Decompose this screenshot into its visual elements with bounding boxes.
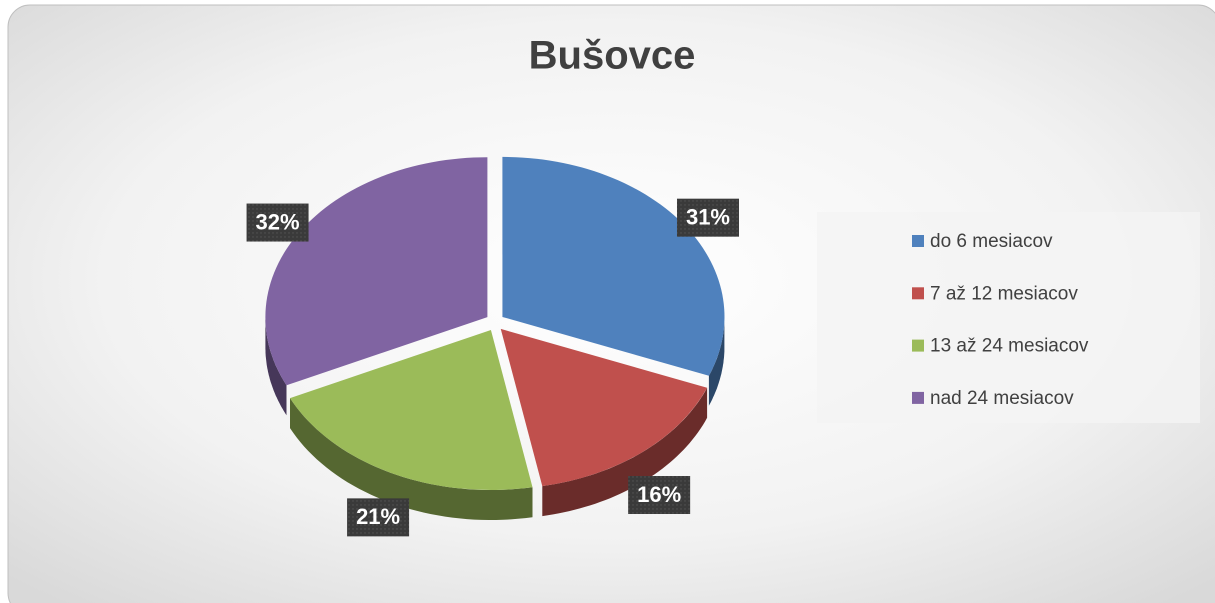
legend-swatch [912, 391, 924, 404]
legend-label: do 6 mesiacov [930, 231, 1053, 252]
pie-slice [290, 330, 533, 491]
pie-slice-side [290, 398, 533, 520]
pie-slice [265, 157, 488, 386]
data-label-box [676, 198, 739, 237]
legend-label: 7 až 12 mesiacov [930, 283, 1078, 304]
pie-slice-side [542, 387, 708, 517]
legend-label: nad 24 mesiacov [930, 388, 1074, 409]
data-label: 32% [256, 209, 300, 234]
data-label-box [628, 476, 691, 515]
legend [817, 212, 1200, 423]
data-label-box [246, 203, 309, 242]
data-label-box [347, 498, 410, 537]
pie-slice-side [265, 317, 287, 416]
legend-swatch [912, 235, 924, 247]
data-label: 21% [356, 504, 400, 529]
data-label: 16% [637, 482, 681, 507]
legend-label: 13 až 24 mesiacov [930, 336, 1089, 357]
pie-slice [502, 156, 725, 376]
legend-swatch [912, 339, 924, 352]
legend-swatch [912, 287, 924, 300]
chart-title: Bušovce [529, 34, 696, 78]
data-label: 31% [686, 204, 730, 229]
pie-slice-side [708, 316, 725, 406]
pie-slice [500, 328, 708, 487]
